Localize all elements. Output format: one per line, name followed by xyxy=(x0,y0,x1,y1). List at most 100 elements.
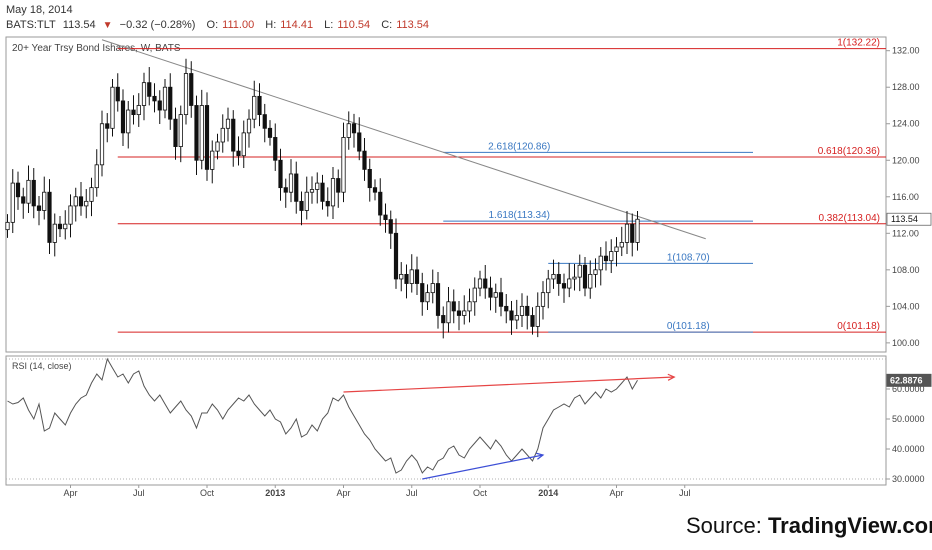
fib-red-level-label: 1(132.22) xyxy=(837,38,880,49)
open-value: O: 111.00 xyxy=(206,19,255,31)
candle-down xyxy=(556,273,561,284)
time-axis-label: Apr xyxy=(336,488,350,498)
candle-up xyxy=(199,105,204,161)
candle-down xyxy=(336,178,341,193)
candle-down xyxy=(204,105,210,170)
candle-down xyxy=(157,100,162,111)
candle-up xyxy=(409,269,414,284)
candle-up xyxy=(446,301,451,324)
candle-up xyxy=(619,242,624,248)
chart-date: May 18, 2014 xyxy=(6,4,73,16)
candle-down xyxy=(120,100,126,134)
candle-down xyxy=(36,205,42,211)
price-axis-label: 128.00 xyxy=(892,82,920,92)
candle-down xyxy=(488,287,493,298)
candle-down xyxy=(525,305,530,316)
rsi-divergence-arrowhead xyxy=(667,373,676,381)
candle-down xyxy=(131,109,136,116)
candle-down xyxy=(357,132,362,152)
candle-down xyxy=(603,255,609,262)
candle-up xyxy=(399,273,404,280)
candle-down xyxy=(257,95,262,116)
price-axis-label: 108.00 xyxy=(892,265,920,275)
candle-up xyxy=(94,164,99,189)
resistance-trendline xyxy=(101,39,706,240)
candle-down xyxy=(388,219,393,234)
candle-up xyxy=(588,273,593,289)
candle-down xyxy=(451,301,456,312)
candle-up xyxy=(540,292,546,307)
candle-down xyxy=(78,196,84,207)
fib-red-level-label: 0.618(120.36) xyxy=(818,146,880,157)
time-axis-label: Oct xyxy=(473,488,488,498)
candle-up xyxy=(210,150,215,170)
rsi-axis-label: 60.0000 xyxy=(892,384,925,394)
source-credit: Source: TradingView.com xyxy=(686,513,932,538)
candle-down xyxy=(173,118,178,147)
candle-up xyxy=(215,141,220,152)
candle-up xyxy=(84,200,89,207)
candle-up xyxy=(126,109,131,134)
candle-up xyxy=(89,187,94,202)
candle-down xyxy=(351,123,357,134)
price-chart-title: 20+ Year Trsy Bond Ishares, W, BATS xyxy=(12,43,181,54)
candle-down xyxy=(57,223,63,230)
candle-down xyxy=(47,191,52,243)
change-value: ▼ −0.32 (−0.28%) xyxy=(103,19,200,31)
candle-up xyxy=(462,310,467,316)
candle-up xyxy=(10,182,15,223)
candle-up xyxy=(178,114,183,147)
candle-down xyxy=(393,232,399,280)
time-axis-label: Apr xyxy=(63,488,77,498)
last-price-tag-label: 113.54 xyxy=(891,214,918,224)
candle-up xyxy=(546,278,551,294)
candle-up xyxy=(477,278,483,289)
close-value: C: 113.54 xyxy=(381,19,430,31)
candle-down xyxy=(630,223,635,243)
candle-down xyxy=(231,118,236,152)
candle-down xyxy=(372,187,378,193)
candle-down xyxy=(441,315,446,324)
rsi-title: RSI (14, close) xyxy=(12,361,72,371)
candle-up xyxy=(519,305,525,316)
candle-up xyxy=(598,255,603,271)
candle-down xyxy=(498,292,504,307)
candle-down xyxy=(105,123,110,129)
candle-up xyxy=(183,73,189,116)
candle-up xyxy=(493,292,498,298)
rsi-line xyxy=(7,357,638,474)
candle-up xyxy=(330,178,336,207)
candle-up xyxy=(609,251,614,262)
candle-down xyxy=(561,283,567,289)
candle-down xyxy=(147,82,152,97)
candle-down xyxy=(378,191,383,216)
candle-up xyxy=(225,118,231,129)
time-axis-label: Oct xyxy=(200,488,215,498)
candle-down xyxy=(267,127,273,138)
time-axis-label: Jul xyxy=(133,488,145,498)
candle-down xyxy=(278,159,283,189)
low-value: L: 110.54 xyxy=(324,19,371,31)
price-axis-label: 120.00 xyxy=(892,155,920,165)
candle-down xyxy=(414,269,420,284)
candle-down xyxy=(115,86,120,102)
candle-up xyxy=(99,123,105,166)
candle-up xyxy=(252,95,257,120)
candle-up xyxy=(430,283,435,294)
candle-up xyxy=(162,86,168,111)
price-axis-label: 132.00 xyxy=(892,46,920,56)
high-value: H: 114.41 xyxy=(265,19,314,31)
candle-up xyxy=(315,182,320,190)
candle-up xyxy=(593,269,598,275)
last-price-tag xyxy=(886,212,932,226)
fib-blue-level-label: 0(101.18) xyxy=(667,321,710,332)
candle-up xyxy=(425,292,430,303)
quote-bar: BATS:TLT 113.54 ▼ −0.32 (−0.28%) O: 111.0… xyxy=(6,19,437,31)
candle-down xyxy=(262,114,267,129)
candle-up xyxy=(304,191,309,211)
time-axis-label: Jul xyxy=(679,488,691,498)
rsi-axis-label: 50.0000 xyxy=(892,414,925,424)
candle-up xyxy=(514,315,519,321)
rsi-axis-label: 40.0000 xyxy=(892,444,925,454)
